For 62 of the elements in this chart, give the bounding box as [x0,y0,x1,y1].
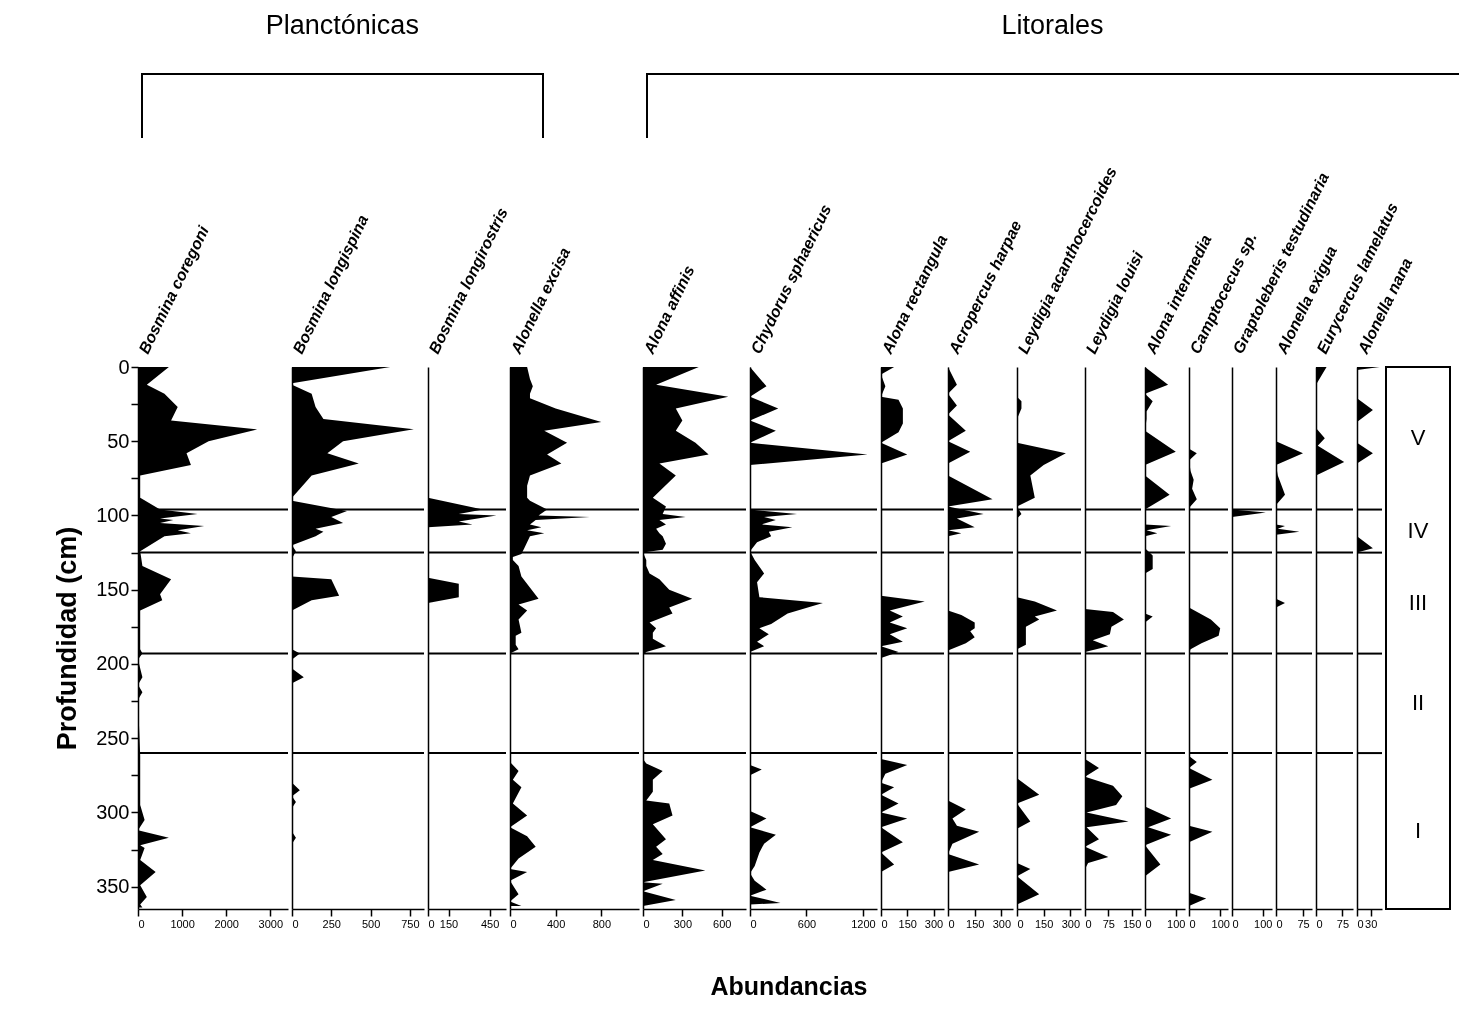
x-tick-label: 750 [401,917,420,930]
x-tick-label: 0 [1017,917,1024,930]
x-tick-label: 75 [1297,917,1310,930]
x-tick-label: 1200 [851,917,876,930]
text: Litorales [1001,10,1104,41]
x-tick-label: 150 [966,917,985,930]
x-tick-label: 400 [546,917,566,930]
x-tick-label: 2000 [214,917,239,930]
x-tick-label: 75 [1336,917,1350,930]
x-tick-label: 100 [1211,917,1230,930]
text: V [1410,425,1426,451]
x-tick-label: 0 [643,917,650,930]
x-tick-label: 0 [948,917,955,930]
x-tick-label: 0 [292,917,299,930]
text: II [1411,690,1425,716]
text: III [1408,590,1428,616]
x-tick-label: 100 [1254,917,1273,930]
y-tick-label: 0 [118,355,130,378]
x-tick-label: 0 [1276,917,1283,930]
y-axis-title: Profundidad (cm) [52,526,83,751]
text: IV [1407,518,1429,544]
y-tick-label: 100 [96,503,130,526]
x-tick-label: 0 [750,917,757,930]
y-tick-label: 150 [96,578,130,601]
x-tick-label: 0 [138,917,145,930]
x-tick-label: 0 [428,917,435,930]
x-tick-label: 30 [1365,917,1378,930]
x-tick-label: 600 [797,917,817,930]
y-tick-label: 250 [96,726,130,749]
x-tick-label: 0 [1085,917,1092,930]
y-tick-label: 300 [96,800,130,823]
y-tick-label: 200 [96,652,130,675]
text: Planctónicas [265,10,419,41]
x-tick-label: 0 [1189,917,1196,930]
x-tick-label: 450 [480,917,500,930]
x-tick-label: 0 [510,917,517,930]
x-tick-label: 500 [361,917,381,930]
y-tick-label: 50 [107,429,130,452]
x-tick-label: 0 [1145,917,1152,930]
x-tick-label: 75 [1102,917,1115,930]
x-axis-title: Abundancias [710,972,868,1001]
x-tick-label: 0 [1232,917,1239,930]
x-tick-label: 300 [1061,917,1081,930]
text: I [1414,818,1422,844]
chart-title: Alona affinis [639,262,698,358]
x-tick-label: 3000 [258,917,284,930]
x-tick-label: 150 [1122,917,1142,930]
y-tick-label: 350 [96,875,130,898]
x-tick-label: 250 [322,917,341,930]
x-tick-label: 300 [673,917,693,930]
x-tick-label: 100 [1167,917,1186,930]
x-tick-label: 0 [1357,917,1364,930]
x-tick-label: 0 [1316,917,1323,930]
x-tick-label: 150 [439,917,459,930]
x-tick-label: 150 [1034,917,1054,930]
x-tick-label: 300 [924,917,944,930]
x-tick-label: 800 [592,917,612,930]
x-tick-label: 150 [898,917,917,930]
x-tick-label: 1000 [170,917,195,930]
x-tick-label: 300 [992,917,1012,930]
x-tick-label: 0 [881,917,888,930]
x-tick-label: 600 [713,917,732,930]
